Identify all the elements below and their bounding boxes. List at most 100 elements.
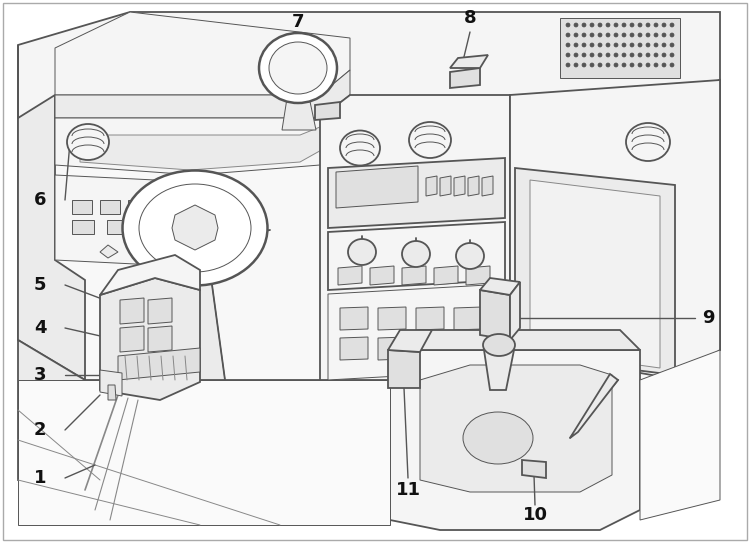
Polygon shape — [480, 278, 520, 295]
Polygon shape — [454, 337, 482, 360]
Circle shape — [574, 33, 578, 37]
Circle shape — [590, 23, 594, 27]
Polygon shape — [510, 282, 520, 340]
Bar — [72, 200, 92, 214]
Circle shape — [566, 33, 570, 37]
Circle shape — [630, 43, 634, 47]
Polygon shape — [282, 92, 316, 130]
Text: 10: 10 — [523, 506, 548, 524]
Circle shape — [646, 53, 650, 57]
Text: 8: 8 — [464, 9, 476, 27]
Polygon shape — [328, 222, 505, 290]
Circle shape — [614, 63, 618, 67]
Polygon shape — [454, 176, 465, 196]
Circle shape — [590, 43, 594, 47]
Polygon shape — [388, 330, 432, 352]
Circle shape — [630, 33, 634, 37]
Circle shape — [614, 43, 618, 47]
Polygon shape — [510, 80, 720, 380]
Polygon shape — [315, 102, 340, 120]
Ellipse shape — [122, 171, 268, 286]
Circle shape — [646, 43, 650, 47]
Circle shape — [654, 43, 658, 47]
Ellipse shape — [409, 122, 451, 158]
Polygon shape — [482, 176, 493, 196]
Circle shape — [654, 23, 658, 27]
Polygon shape — [100, 255, 200, 295]
Circle shape — [638, 23, 642, 27]
Ellipse shape — [402, 241, 430, 267]
Polygon shape — [390, 350, 640, 530]
Polygon shape — [18, 45, 85, 380]
Circle shape — [622, 53, 626, 57]
Circle shape — [670, 33, 674, 37]
Polygon shape — [18, 12, 720, 118]
Text: 11: 11 — [395, 481, 421, 499]
Circle shape — [670, 53, 674, 57]
Circle shape — [566, 43, 570, 47]
Circle shape — [598, 33, 602, 37]
Circle shape — [614, 33, 618, 37]
Polygon shape — [640, 350, 720, 520]
Circle shape — [646, 63, 650, 67]
Ellipse shape — [626, 123, 670, 161]
Circle shape — [622, 33, 626, 37]
Polygon shape — [416, 337, 444, 360]
Text: 7: 7 — [292, 13, 304, 31]
Circle shape — [598, 63, 602, 67]
Polygon shape — [18, 380, 390, 525]
Polygon shape — [515, 168, 675, 375]
Polygon shape — [148, 326, 172, 352]
Polygon shape — [55, 175, 195, 265]
Ellipse shape — [259, 33, 337, 103]
Ellipse shape — [348, 239, 376, 265]
Circle shape — [622, 63, 626, 67]
Circle shape — [670, 23, 674, 27]
Circle shape — [566, 53, 570, 57]
Polygon shape — [108, 385, 116, 400]
Text: 5: 5 — [34, 276, 46, 294]
Circle shape — [566, 63, 570, 67]
Polygon shape — [378, 307, 406, 330]
Circle shape — [646, 23, 650, 27]
Polygon shape — [370, 266, 394, 285]
Polygon shape — [522, 460, 546, 478]
Circle shape — [662, 33, 666, 37]
Circle shape — [582, 23, 586, 27]
Circle shape — [638, 63, 642, 67]
Circle shape — [622, 23, 626, 27]
Text: 1: 1 — [34, 469, 46, 487]
Circle shape — [598, 53, 602, 57]
Circle shape — [654, 53, 658, 57]
Circle shape — [590, 63, 594, 67]
Circle shape — [606, 23, 610, 27]
Circle shape — [606, 53, 610, 57]
Polygon shape — [172, 205, 218, 250]
Circle shape — [590, 33, 594, 37]
Bar — [107, 220, 129, 234]
Polygon shape — [55, 70, 350, 118]
Polygon shape — [466, 266, 490, 285]
Ellipse shape — [67, 124, 109, 160]
Circle shape — [662, 63, 666, 67]
Circle shape — [662, 23, 666, 27]
Circle shape — [574, 63, 578, 67]
Polygon shape — [388, 350, 420, 388]
Polygon shape — [440, 176, 451, 196]
Polygon shape — [570, 374, 618, 438]
Circle shape — [574, 53, 578, 57]
Circle shape — [662, 43, 666, 47]
Polygon shape — [416, 307, 444, 330]
Polygon shape — [100, 278, 200, 400]
Bar — [128, 200, 148, 214]
Polygon shape — [450, 55, 488, 68]
Polygon shape — [426, 176, 437, 196]
Circle shape — [662, 53, 666, 57]
Polygon shape — [328, 158, 505, 228]
Text: 9: 9 — [702, 309, 714, 327]
Circle shape — [638, 43, 642, 47]
Circle shape — [630, 63, 634, 67]
Polygon shape — [450, 68, 480, 88]
Ellipse shape — [181, 217, 209, 239]
Polygon shape — [18, 340, 85, 480]
